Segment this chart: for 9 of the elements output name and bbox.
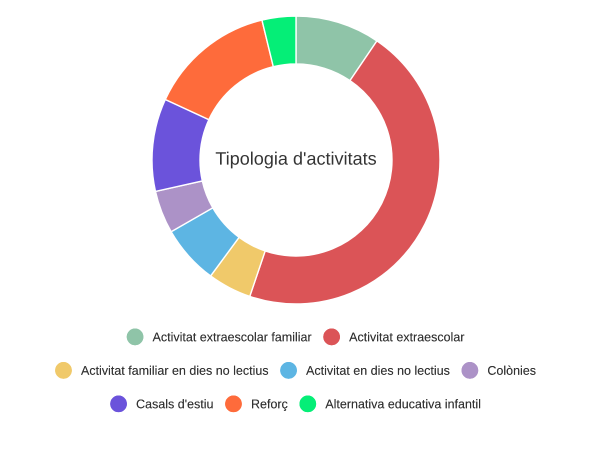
legend-label: Casals d'estiu [136,399,213,408]
legend-label: Activitat en dies no lectius [306,366,450,375]
legend-label: Alternativa educativa infantil [325,399,480,408]
legend-label: Activitat extraescolar familiar [152,332,312,342]
legend-label: Activitat extraescolar [349,332,464,342]
legend-label: Reforç [252,399,288,411]
legend-label: Colònies [488,366,536,375]
legend-label: Activitat familiar en dies no lectius [81,366,268,375]
text: Tipologia d'activitats [216,152,376,168]
